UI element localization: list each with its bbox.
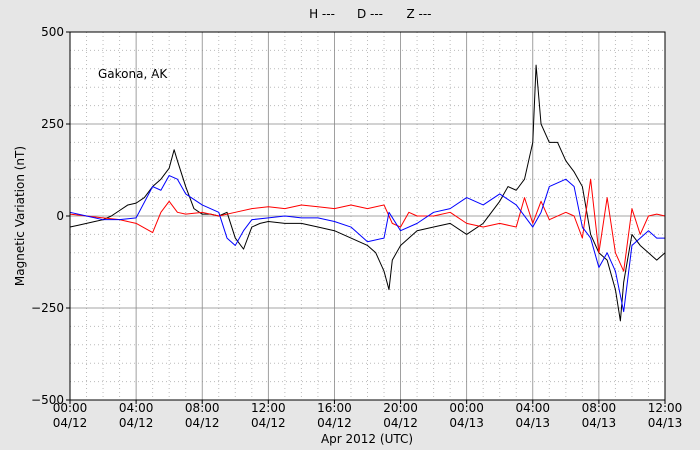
x-tick-label-line: 04/12 xyxy=(383,416,418,430)
y-tick-label: 0 xyxy=(56,209,64,223)
series-line xyxy=(69,175,665,313)
x-axis-label: Apr 2012 (UTC) xyxy=(321,432,413,446)
x-tick-label-line: 04/13 xyxy=(582,416,617,430)
x-tick-label-line: 04/12 xyxy=(53,416,88,430)
y-tick-label: 250 xyxy=(41,117,64,131)
legend-entry: H --- xyxy=(309,7,335,21)
x-tick-label: 12:00 04/12 xyxy=(251,401,286,430)
x-tick-label: 00:00 04/13 xyxy=(449,401,484,430)
series-line xyxy=(69,178,666,272)
x-tick-label-line: 08:00 xyxy=(185,401,220,415)
plot-frame xyxy=(69,31,666,401)
x-tick-label-line: 04:00 xyxy=(119,401,154,415)
legend-entry: Z --- xyxy=(406,7,431,21)
x-tick-label-line: 04/12 xyxy=(185,416,220,430)
legend-entry: D --- xyxy=(357,7,383,21)
x-tick-label-line: 04/12 xyxy=(119,416,154,430)
x-tick-label-line: 04/12 xyxy=(251,416,286,430)
series-line xyxy=(69,64,666,322)
x-tick-label: 08:00 04/13 xyxy=(582,401,617,430)
y-tick-label: −500 xyxy=(31,393,64,407)
x-tick-label: 12:00 04/13 xyxy=(648,401,683,430)
x-tick-label-line: 04/12 xyxy=(317,416,352,430)
x-tick-label-line: 00:00 xyxy=(449,401,484,415)
x-tick-label-line: 12:00 xyxy=(251,401,286,415)
x-tick-label-line: 04:00 xyxy=(515,401,550,415)
x-tick-label: 20:00 04/12 xyxy=(383,401,418,430)
x-tick-label-line: 16:00 xyxy=(317,401,352,415)
x-tick-label-line: 20:00 xyxy=(383,401,418,415)
x-tick-label-line: 04/13 xyxy=(449,416,484,430)
x-tick-label: 00:00 04/12 xyxy=(53,401,88,430)
x-tick-label-line: 08:00 xyxy=(582,401,617,415)
x-tick-label-line: 04/13 xyxy=(648,416,683,430)
x-tick-label-line: 12:00 xyxy=(648,401,683,415)
x-tick-label-line: 00:00 xyxy=(53,401,88,415)
y-tick-label: 500 xyxy=(41,25,64,39)
y-axis-label: Magnetic Variation (nT) xyxy=(13,146,27,286)
y-tick-label: −250 xyxy=(31,301,64,315)
x-tick-label-line: 04/13 xyxy=(515,416,550,430)
x-tick-label: 04:00 04/13 xyxy=(515,401,550,430)
x-tick-label: 16:00 04/12 xyxy=(317,401,352,430)
x-tick-label: 04:00 04/12 xyxy=(119,401,154,430)
annotation: Gakona, AK xyxy=(98,67,168,81)
x-tick-label: 08:00 04/12 xyxy=(185,401,220,430)
